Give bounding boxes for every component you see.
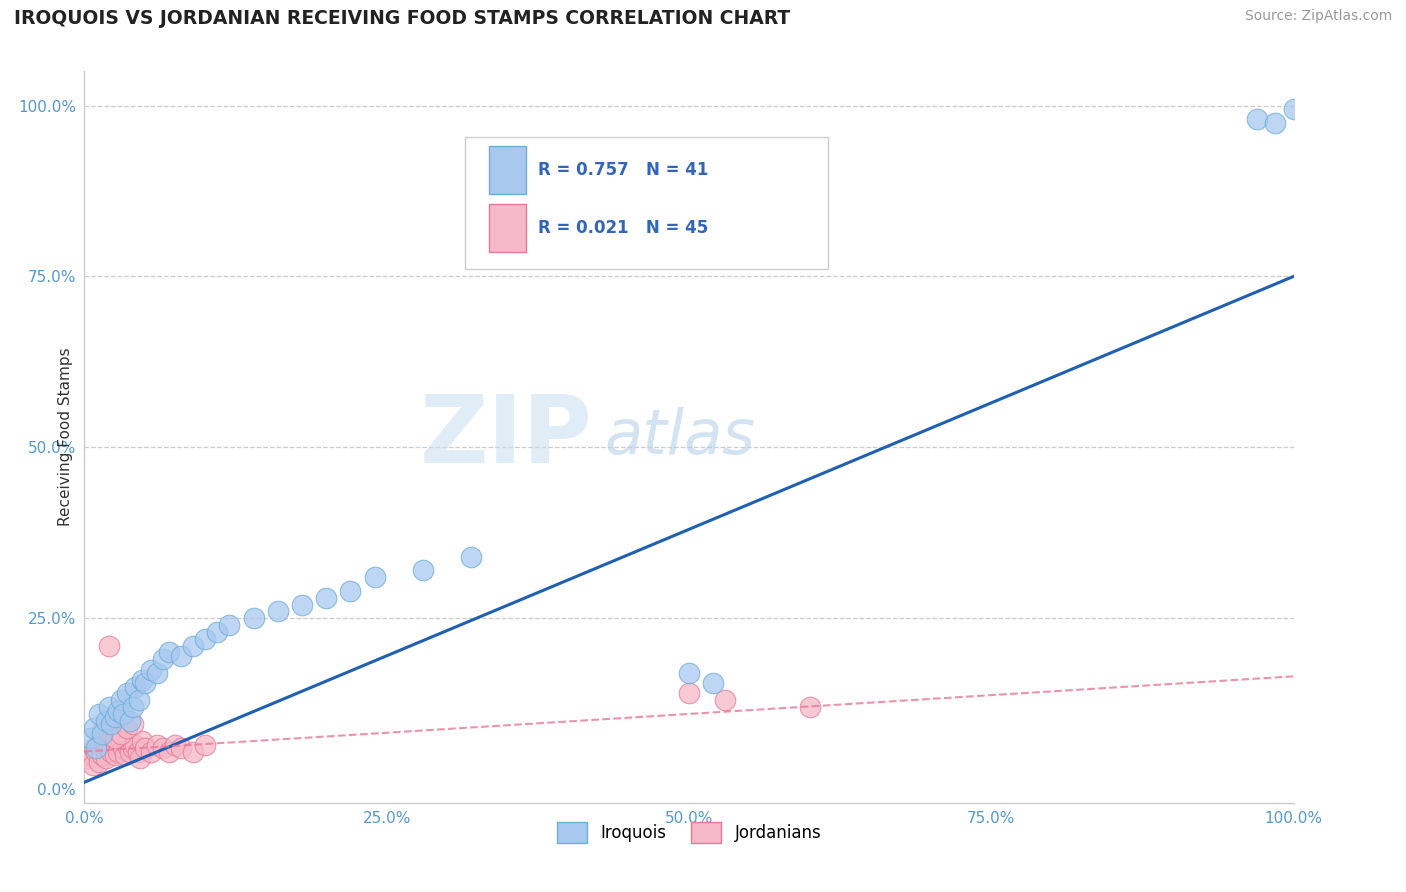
Point [181, 745, 204, 759]
Text: ZIP: ZIP [419, 391, 592, 483]
Point [127, 745, 149, 759]
Point [100, 717, 122, 731]
Point [134, 676, 156, 690]
Point [91, 727, 114, 741]
Point [110, 693, 132, 707]
Point [79, 747, 101, 762]
Point [103, 731, 125, 745]
Point [91, 724, 114, 739]
Point [194, 632, 217, 646]
Point [121, 717, 143, 731]
Point [94, 751, 117, 765]
Point [129, 751, 152, 765]
Point [291, 598, 314, 612]
Point [157, 745, 180, 759]
Point [146, 738, 169, 752]
FancyBboxPatch shape [489, 146, 526, 194]
Y-axis label: Receiving Food Stamps: Receiving Food Stamps [58, 348, 73, 526]
Point [157, 645, 180, 659]
Point [181, 639, 204, 653]
Point [104, 710, 127, 724]
Point [104, 731, 127, 745]
Point [678, 686, 700, 700]
Point [83, 721, 105, 735]
Point [139, 663, 162, 677]
Point [1264, 115, 1286, 129]
Point [460, 549, 482, 564]
Point [1246, 112, 1268, 127]
Point [87, 755, 110, 769]
Point [112, 706, 135, 721]
Point [86, 745, 108, 759]
Point [702, 676, 724, 690]
Text: Source: ZipAtlas.com: Source: ZipAtlas.com [1244, 9, 1392, 23]
Point [339, 583, 361, 598]
Point [267, 604, 290, 618]
Point [194, 738, 217, 752]
Point [134, 741, 156, 756]
Point [112, 741, 135, 756]
Point [218, 618, 240, 632]
Text: R = 0.757   N = 41: R = 0.757 N = 41 [538, 161, 709, 179]
Point [77, 751, 100, 765]
Point [170, 648, 193, 663]
Point [91, 747, 114, 762]
Point [87, 706, 110, 721]
Text: IROQUOIS VS JORDANIAN RECEIVING FOOD STAMPS CORRELATION CHART: IROQUOIS VS JORDANIAN RECEIVING FOOD STA… [14, 9, 790, 28]
Point [120, 745, 142, 759]
Point [93, 734, 115, 748]
Text: atlas: atlas [605, 407, 755, 467]
Point [128, 693, 150, 707]
Point [363, 570, 385, 584]
Point [82, 758, 104, 772]
Point [110, 727, 132, 741]
Point [94, 714, 117, 728]
Point [152, 652, 174, 666]
Point [120, 714, 142, 728]
Point [115, 686, 138, 700]
Point [104, 738, 127, 752]
Text: R = 0.021   N = 45: R = 0.021 N = 45 [538, 219, 709, 237]
Point [714, 693, 737, 707]
Point [110, 734, 132, 748]
Point [170, 741, 193, 756]
Point [131, 734, 153, 748]
Point [412, 563, 434, 577]
Point [678, 665, 700, 680]
FancyBboxPatch shape [489, 204, 526, 252]
Point [799, 700, 821, 714]
Point [121, 741, 143, 756]
Point [207, 624, 229, 639]
Point [146, 665, 169, 680]
Point [139, 745, 162, 759]
Point [114, 747, 136, 762]
Point [89, 738, 111, 752]
Point [131, 673, 153, 687]
Point [117, 734, 139, 748]
Point [242, 611, 264, 625]
Point [121, 700, 143, 714]
Point [107, 704, 129, 718]
Point [152, 741, 174, 756]
Point [115, 721, 138, 735]
FancyBboxPatch shape [465, 137, 828, 268]
Point [1282, 102, 1305, 116]
Point [115, 738, 138, 752]
Point [97, 639, 120, 653]
Point [104, 747, 127, 762]
Point [165, 738, 187, 752]
Point [83, 741, 105, 756]
Point [79, 731, 101, 745]
Point [124, 738, 146, 752]
Point [97, 700, 120, 714]
Point [97, 741, 120, 756]
Point [100, 745, 122, 759]
Point [315, 591, 337, 605]
Point [107, 745, 129, 759]
Point [86, 741, 108, 756]
Point [124, 680, 146, 694]
Legend: Iroquois, Jordanians: Iroquois, Jordanians [550, 815, 828, 849]
